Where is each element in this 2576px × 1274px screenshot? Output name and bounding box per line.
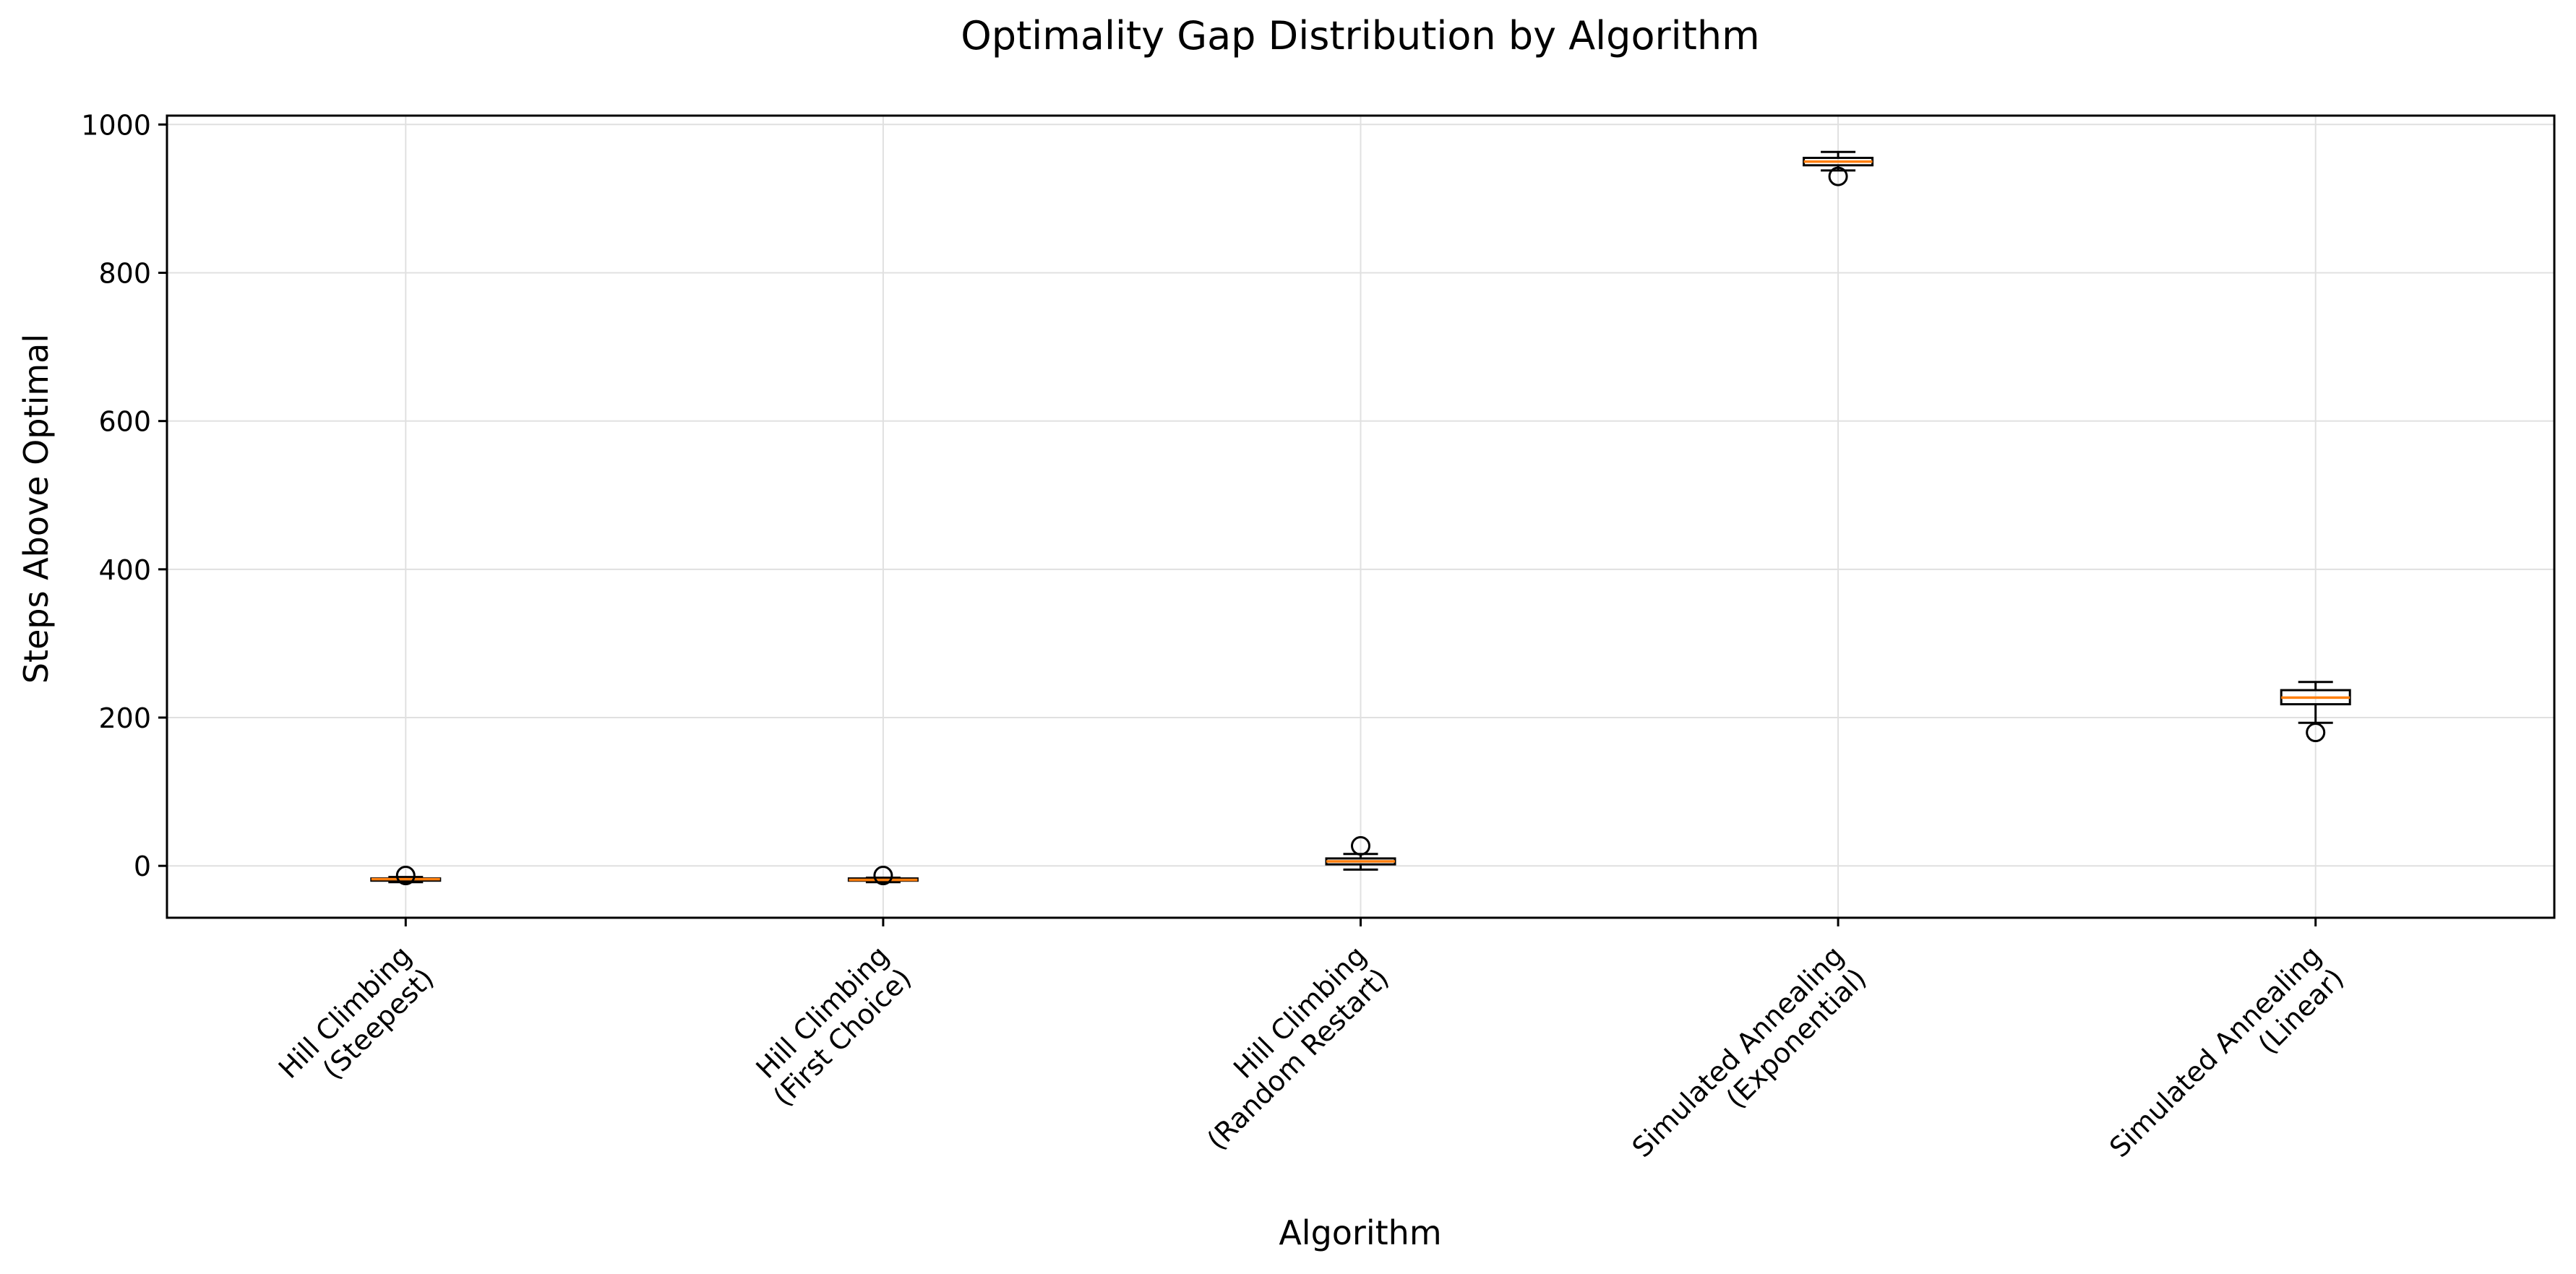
box-5 bbox=[2280, 681, 2351, 743]
x-tick-label: Simulated Annealing(Linear) bbox=[2103, 939, 2350, 1186]
x-axis-ticks: Hill Climbing(Steepest) Hill Climbing(Fir… bbox=[272, 918, 2350, 1186]
x-tick-label: Hill Climbing(First Choice) bbox=[744, 939, 917, 1112]
x-tick-label-line: Simulated Annealing bbox=[2103, 939, 2327, 1163]
box-1 bbox=[370, 866, 442, 886]
outlier-point bbox=[873, 866, 893, 886]
grid-lines bbox=[167, 116, 2554, 918]
box-2 bbox=[847, 866, 919, 886]
y-axis-label: Steps Above Optimal bbox=[17, 334, 56, 684]
x-tick-label: Hill Climbing(Random Restart) bbox=[1178, 939, 1395, 1156]
x-tick-label-line: Simulated Annealing bbox=[1626, 939, 1850, 1163]
x-axis-label: Algorithm bbox=[1279, 1213, 1441, 1252]
outlier-point bbox=[395, 866, 416, 886]
x-tick-label: Simulated Annealing(Exponential) bbox=[1626, 939, 1873, 1186]
y-tick-label: 0 bbox=[134, 851, 151, 882]
chart-title: Optimality Gap Distribution by Algorithm bbox=[961, 13, 1759, 59]
outlier-point bbox=[1828, 166, 1848, 186]
y-tick-label: 800 bbox=[98, 257, 151, 289]
x-tick-label: Hill Climbing(Steepest) bbox=[272, 939, 440, 1107]
outlier-point bbox=[2306, 723, 2326, 743]
y-tick-label: 400 bbox=[98, 554, 151, 586]
box-4 bbox=[1803, 150, 1874, 186]
y-tick-label: 600 bbox=[98, 406, 151, 438]
outlier-point bbox=[1351, 835, 1370, 856]
y-tick-label: 200 bbox=[98, 702, 151, 734]
y-axis-ticks: 0 200 400 600 800 1000 bbox=[81, 109, 167, 882]
y-tick-label: 1000 bbox=[81, 109, 151, 141]
box-3 bbox=[1325, 835, 1396, 871]
box-series bbox=[370, 150, 2351, 886]
